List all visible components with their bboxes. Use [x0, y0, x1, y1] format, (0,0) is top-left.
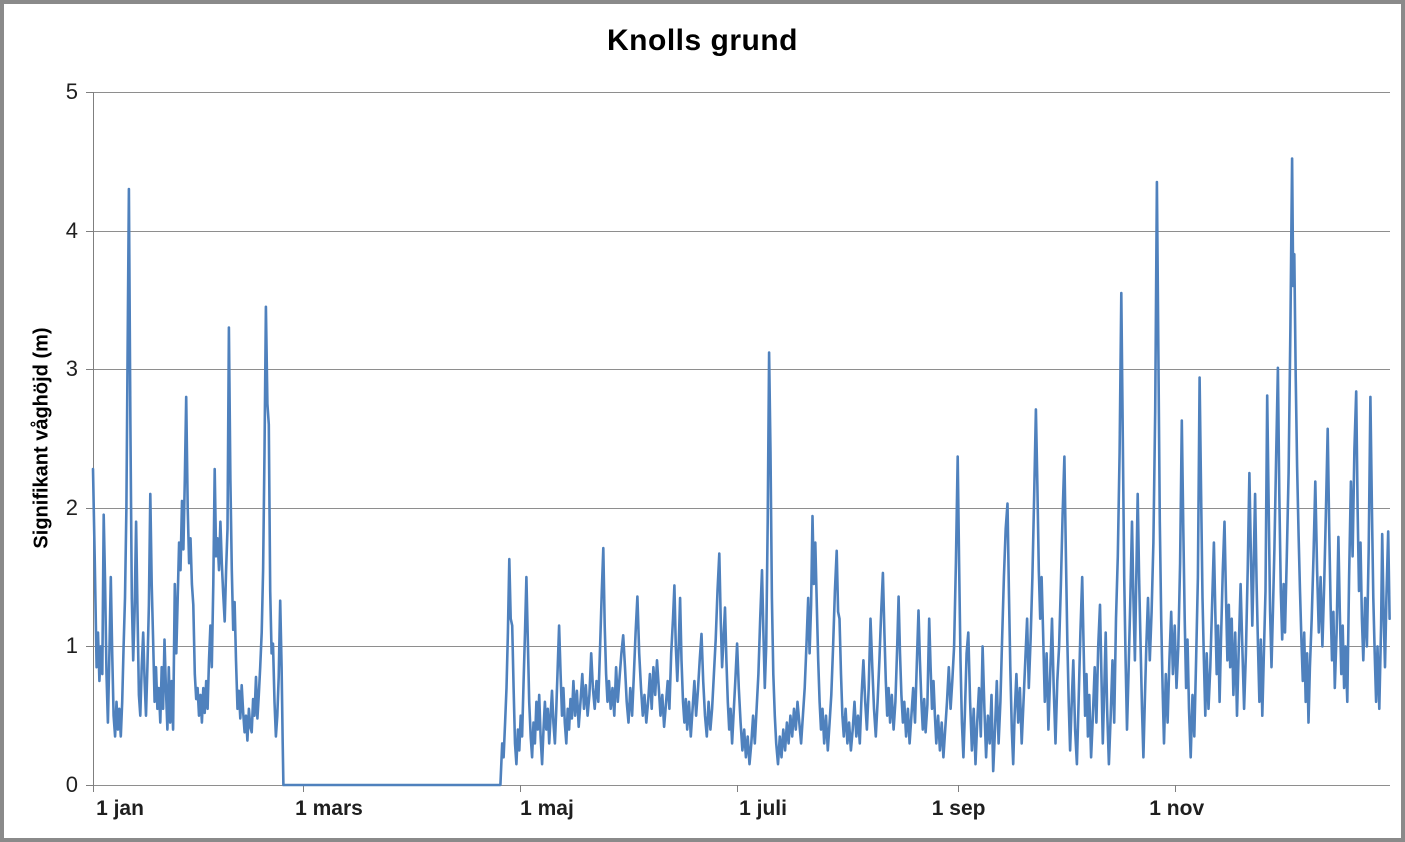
x-tick-label: 1 jan — [96, 797, 144, 820]
y-tick-label: 4 — [65, 217, 78, 243]
x-axis-tick — [302, 785, 304, 792]
y-axis-line — [93, 92, 94, 786]
y-gridline — [93, 785, 1390, 786]
y-tick-label: 0 — [65, 772, 78, 797]
x-tick-label: 1 maj — [520, 797, 574, 820]
chart-title: Knolls grund — [607, 24, 798, 57]
y-tick-label: 1 — [65, 633, 78, 659]
y-axis-tick — [86, 230, 93, 232]
y-gridline — [93, 230, 1390, 232]
x-axis-tick — [1174, 785, 1176, 792]
wave-height-series-line — [91, 157, 1391, 787]
x-axis-tick — [93, 785, 94, 792]
y-gridline — [93, 646, 1390, 648]
y-tick-label: 3 — [65, 356, 78, 382]
y-gridline — [93, 369, 1390, 371]
y-tick-label: 2 — [65, 494, 78, 520]
x-tick-label: 1 nov — [1149, 797, 1205, 820]
x-axis-tick — [519, 785, 521, 792]
y-axis-tick — [86, 92, 93, 93]
y-axis-tick — [86, 507, 93, 509]
x-tick-label: 1 mars — [295, 797, 363, 820]
wave-height-chart — [91, 157, 1391, 787]
y-tick-label: 5 — [65, 79, 78, 104]
y-gridline — [93, 507, 1390, 509]
y-axis-tick — [86, 646, 93, 648]
x-tick-label: 1 juli — [739, 797, 787, 820]
y-axis-tick — [86, 369, 93, 371]
y-gridline — [93, 92, 1390, 93]
x-axis-tick — [957, 785, 959, 792]
y-axis-tick — [86, 785, 93, 786]
x-axis-tick — [737, 785, 739, 792]
x-tick-label: 1 sep — [931, 797, 986, 820]
